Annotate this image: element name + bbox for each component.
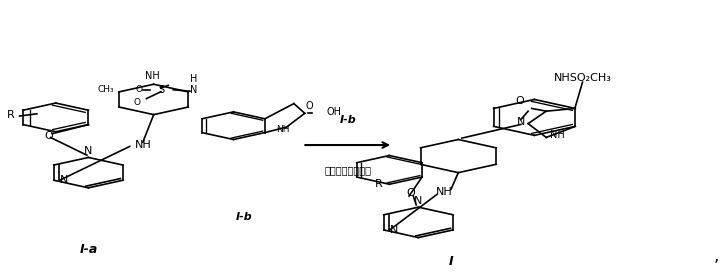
Text: NH: NH xyxy=(435,187,452,197)
Text: OH: OH xyxy=(326,107,341,117)
Text: S: S xyxy=(158,85,164,95)
Text: O: O xyxy=(44,131,53,141)
Text: NHSO₂CH₃: NHSO₂CH₃ xyxy=(553,73,612,83)
Text: NH: NH xyxy=(135,140,151,150)
Text: 酰胺缩合剂，溶剂: 酰胺缩合剂，溶剂 xyxy=(324,165,371,175)
Text: ,: , xyxy=(714,247,719,264)
Text: N: N xyxy=(190,85,197,95)
Text: O: O xyxy=(515,96,524,106)
Text: N: N xyxy=(389,225,398,235)
Text: N: N xyxy=(60,175,68,185)
Text: I-b: I-b xyxy=(339,115,356,125)
Text: I-b: I-b xyxy=(236,212,253,222)
Text: R: R xyxy=(7,110,15,120)
Text: I: I xyxy=(448,254,454,268)
Text: R: R xyxy=(374,179,382,189)
Text: N: N xyxy=(517,117,525,127)
Text: I-a: I-a xyxy=(79,244,98,256)
Text: H: H xyxy=(190,74,197,84)
Text: O: O xyxy=(133,98,141,107)
Text: N: N xyxy=(84,146,92,156)
Text: O: O xyxy=(135,85,143,94)
Text: NH: NH xyxy=(276,125,290,134)
Text: NH: NH xyxy=(550,130,565,140)
Text: CH₃: CH₃ xyxy=(97,85,114,94)
Text: NH: NH xyxy=(145,71,159,81)
Text: O: O xyxy=(407,188,416,198)
Text: O: O xyxy=(306,101,314,111)
Text: N: N xyxy=(414,196,422,206)
